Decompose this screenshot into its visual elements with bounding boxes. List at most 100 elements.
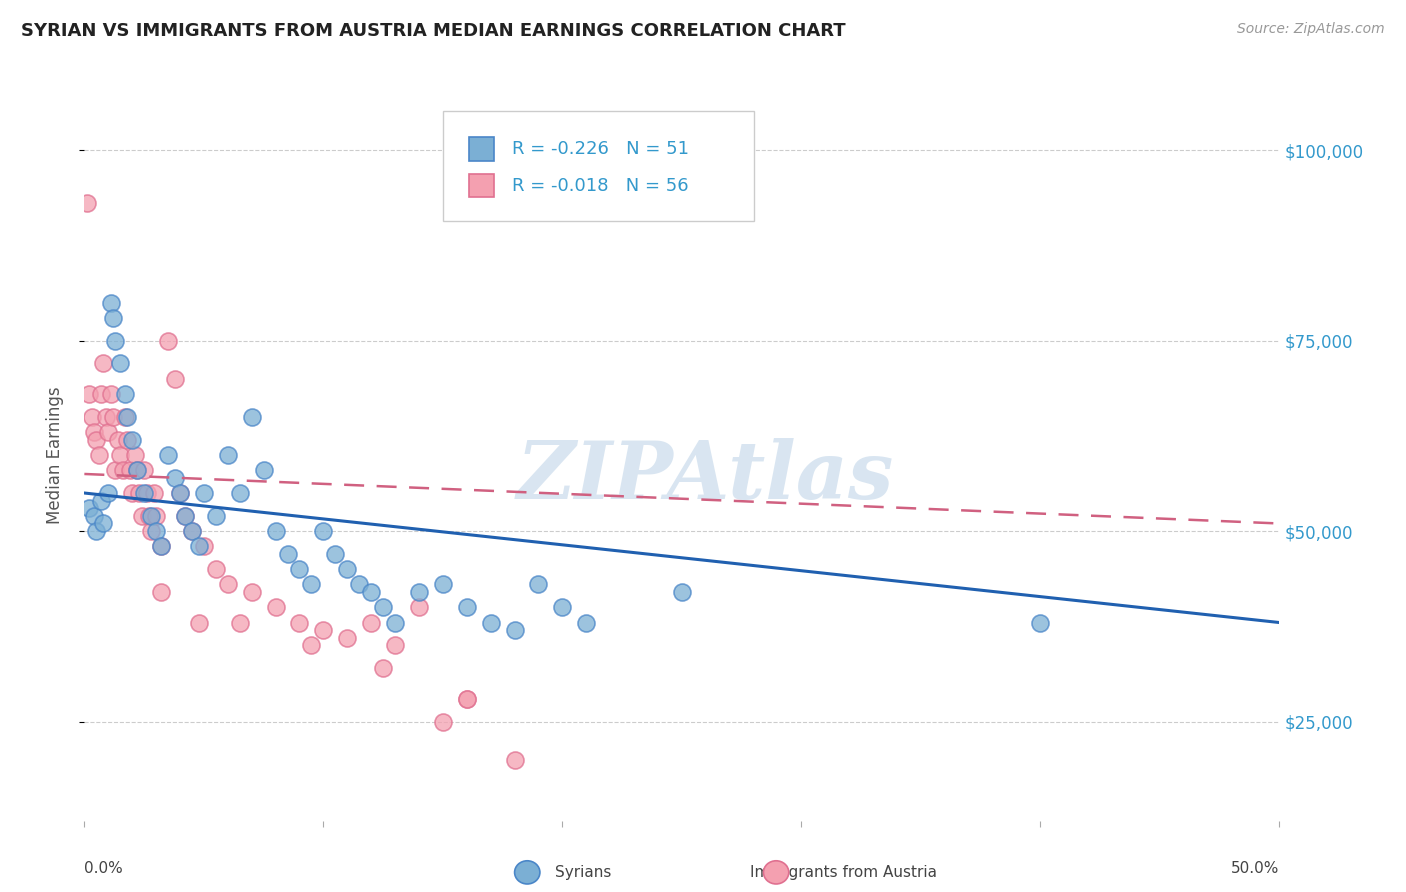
Point (141, 508, 163, 523)
Point (104, 463, 127, 477)
Point (141, 524, 163, 538)
Point (432, 577, 454, 591)
Point (100, 387, 122, 401)
Point (373, 600, 395, 615)
Point (173, 508, 195, 523)
Point (551, 600, 574, 615)
Point (165, 471, 187, 485)
Point (188, 539, 211, 553)
Point (432, 714, 454, 729)
Point (101, 409, 124, 424)
Point (503, 623, 526, 637)
Point (312, 524, 335, 538)
Text: 0.0%: 0.0% (84, 861, 124, 876)
Point (349, 577, 371, 591)
Point (149, 539, 172, 553)
Point (114, 409, 136, 424)
Point (336, 631, 359, 645)
Point (157, 448, 180, 462)
Point (117, 433, 139, 447)
Point (301, 577, 323, 591)
Point (360, 585, 382, 599)
Point (132, 486, 156, 500)
Point (217, 448, 239, 462)
Point (128, 486, 150, 500)
Point (121, 486, 143, 500)
Point (527, 577, 550, 591)
Point (373, 661, 395, 675)
Point (149, 585, 172, 599)
Point (456, 691, 478, 706)
Point (181, 524, 204, 538)
Text: R = -0.018   N = 56: R = -0.018 N = 56 (512, 177, 689, 194)
Point (193, 486, 215, 500)
Point (110, 356, 132, 371)
Text: ZIPAtlas: ZIPAtlas (517, 438, 894, 516)
Point (93, 356, 115, 371)
Text: Syrians: Syrians (555, 865, 612, 880)
Point (479, 615, 502, 630)
Point (107, 433, 129, 447)
Point (288, 562, 311, 576)
Point (90, 387, 112, 401)
Point (1029, 615, 1052, 630)
Point (117, 409, 139, 424)
Point (384, 615, 406, 630)
Text: Source: ZipAtlas.com: Source: ZipAtlas.com (1237, 22, 1385, 37)
Point (125, 463, 148, 477)
Point (104, 334, 127, 348)
Point (101, 310, 124, 325)
FancyBboxPatch shape (443, 112, 754, 221)
Point (110, 448, 132, 462)
Point (157, 334, 180, 348)
Point (132, 463, 156, 477)
Point (76, 196, 98, 211)
Point (142, 486, 165, 500)
Point (77, 387, 100, 401)
Bar (470, 174, 494, 197)
Point (229, 615, 252, 630)
Point (173, 508, 195, 523)
Point (264, 524, 287, 538)
Point (145, 508, 167, 523)
Point (384, 639, 406, 653)
Point (125, 463, 148, 477)
Point (86, 524, 108, 538)
Point (188, 615, 211, 630)
Point (121, 433, 143, 447)
Y-axis label: Median Earnings: Median Earnings (45, 386, 63, 524)
Point (205, 562, 228, 576)
Point (97, 425, 120, 439)
Point (181, 524, 204, 538)
Point (86, 433, 108, 447)
Point (671, 585, 693, 599)
Point (94, 409, 117, 424)
Point (288, 615, 311, 630)
Point (301, 639, 323, 653)
Point (83, 508, 105, 523)
Point (336, 562, 359, 576)
Point (575, 615, 598, 630)
Point (360, 615, 382, 630)
Text: 50.0%: 50.0% (1232, 861, 1279, 876)
Point (229, 486, 252, 500)
Point (264, 600, 287, 615)
Point (124, 448, 146, 462)
Point (145, 524, 167, 538)
Bar (470, 137, 494, 161)
Point (165, 372, 187, 386)
Point (456, 691, 478, 706)
Point (169, 486, 191, 500)
Point (100, 295, 122, 310)
Point (80, 409, 103, 424)
Point (217, 577, 239, 591)
Point (83, 425, 105, 439)
Point (169, 486, 191, 500)
Point (111, 463, 134, 477)
Point (312, 623, 335, 637)
Point (240, 585, 263, 599)
Point (118, 463, 141, 477)
Point (97, 486, 120, 500)
Point (149, 539, 172, 553)
Text: Immigrants from Austria: Immigrants from Austria (749, 865, 938, 880)
